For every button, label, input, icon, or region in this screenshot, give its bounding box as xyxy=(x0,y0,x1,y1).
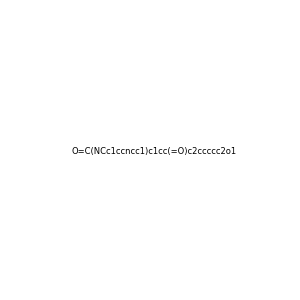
Text: O=C(NCc1ccncc1)c1cc(=O)c2ccccc2o1: O=C(NCc1ccncc1)c1cc(=O)c2ccccc2o1 xyxy=(71,147,236,156)
